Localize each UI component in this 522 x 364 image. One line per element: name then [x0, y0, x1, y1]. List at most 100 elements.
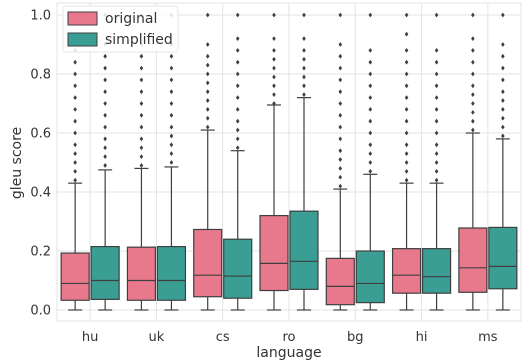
outlier-point — [235, 118, 240, 124]
outlier-point — [272, 83, 276, 89]
outlier-point — [404, 95, 409, 100]
outlier-point — [205, 124, 210, 130]
outlier-point — [338, 166, 343, 171]
outlier-point — [368, 168, 373, 174]
outlier-point — [338, 89, 343, 95]
x-tick-label-uk: uk — [149, 330, 165, 345]
outlier-point — [272, 92, 276, 98]
box-plots — [60, 12, 518, 311]
outlier-point — [73, 160, 77, 165]
y-tick-label-0.6: 0.6 — [30, 127, 51, 142]
outlier-point — [139, 89, 144, 95]
outlier-point — [501, 98, 505, 103]
outlier-point — [368, 95, 373, 100]
outlier-point — [272, 65, 276, 71]
outlier-point — [169, 151, 174, 157]
x-tick-label-ms: ms — [478, 330, 498, 345]
outlier-point — [471, 109, 475, 115]
outlier-point — [272, 56, 276, 62]
outlier-point — [302, 65, 306, 71]
outlier-point — [368, 118, 373, 124]
outlier-point — [338, 148, 343, 154]
outlier-point — [169, 101, 174, 106]
outlier-point — [103, 101, 107, 106]
outlier-point — [434, 59, 439, 65]
outlier-point — [139, 163, 144, 168]
y-axis-title: gleu score — [9, 127, 25, 199]
box-body — [60, 252, 90, 301]
box-original-ms — [458, 12, 488, 311]
outlier-point — [471, 12, 475, 18]
outlier-point — [434, 118, 439, 124]
outlier-point — [471, 118, 475, 124]
outlier-point — [139, 136, 144, 142]
legend: original simplified — [62, 5, 179, 53]
outlier-point — [338, 136, 343, 142]
x-tick-label-hu: hu — [82, 330, 98, 345]
outlier-point — [205, 71, 210, 77]
outlier-point — [471, 83, 475, 89]
outlier-point — [272, 101, 276, 106]
outlier-point — [404, 12, 409, 18]
box-simplified-hu — [90, 12, 120, 311]
x-tick-label-hi: hi — [416, 330, 428, 345]
outlier-point — [103, 163, 107, 168]
box-original-cs — [193, 12, 223, 311]
outlier-point — [235, 95, 240, 100]
outlier-point — [434, 168, 439, 174]
outlier-point — [501, 12, 505, 18]
outlier-point — [73, 168, 77, 174]
outlier-point — [471, 92, 475, 98]
outlier-point — [338, 157, 343, 162]
legend-label-original: original — [105, 11, 157, 27]
box-original-hi — [391, 12, 422, 311]
outlier-point — [434, 48, 439, 53]
outlier-point — [235, 136, 240, 142]
outlier-point — [302, 48, 306, 53]
x-tick-labels: hu uk cs ro bg hi ms — [82, 330, 498, 345]
outlier-point — [471, 48, 475, 53]
outlier-point — [139, 154, 144, 159]
box-original-ro — [259, 12, 289, 311]
outlier-point — [434, 83, 439, 89]
outlier-point — [501, 133, 505, 139]
outlier-point — [205, 80, 210, 86]
outlier-point — [205, 89, 210, 95]
outlier-point — [404, 160, 409, 165]
outlier-point — [501, 115, 505, 121]
outlier-point — [73, 177, 77, 183]
outlier-point — [501, 42, 505, 47]
box-body — [325, 257, 355, 306]
outlier-point — [368, 160, 373, 165]
outlier-point — [434, 95, 439, 100]
outlier-point — [404, 107, 409, 112]
outlier-point — [73, 130, 77, 136]
outlier-point — [169, 77, 174, 83]
outlier-point — [501, 77, 505, 83]
outlier-point — [338, 124, 343, 130]
box-body — [355, 250, 385, 304]
outlier-point — [404, 83, 409, 89]
outlier-point — [103, 154, 107, 159]
outlier-point — [235, 127, 240, 133]
outlier-point — [501, 89, 505, 95]
outlier-point — [235, 71, 240, 77]
outlier-point — [471, 59, 475, 65]
outlier-point — [368, 107, 373, 112]
legend-swatch-simplified — [67, 32, 98, 47]
y-tick-labels: 0.0 0.2 0.4 0.6 0.8 1.0 — [30, 9, 51, 319]
outlier-point — [73, 107, 77, 112]
outlier-point — [368, 48, 373, 53]
outlier-point — [471, 101, 475, 106]
box-simplified-ms — [488, 12, 518, 311]
outlier-point — [139, 145, 144, 151]
outlier-point — [272, 36, 276, 41]
box-body — [126, 246, 157, 301]
outlier-point — [434, 12, 439, 18]
outlier-point — [73, 118, 77, 124]
outlier-point — [501, 65, 505, 71]
y-tick-label-0.2: 0.2 — [30, 245, 51, 260]
outlier-point — [404, 151, 409, 157]
outlier-point — [471, 127, 475, 133]
